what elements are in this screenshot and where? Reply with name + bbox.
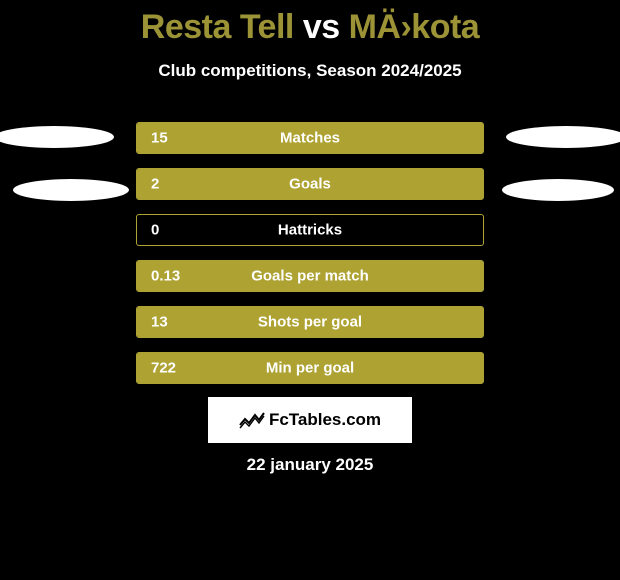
subtitle: Club competitions, Season 2024/2025	[0, 61, 620, 81]
player1-name: Resta Tell	[141, 8, 294, 46]
waves-icon	[239, 411, 265, 429]
decor-ellipse-right-1	[506, 126, 620, 148]
decor-ellipse-left-2	[13, 179, 129, 201]
stat-row: 0.13 Goals per match	[136, 260, 484, 292]
stat-row: 15 Matches	[136, 122, 484, 154]
player2-name: MÄ›kota	[349, 8, 480, 46]
stat-row: 0 Hattricks	[136, 214, 484, 246]
stat-label: Shots per goal	[258, 314, 362, 331]
stat-value: 0	[151, 222, 159, 239]
stats-bar-chart: 15 Matches 2 Goals 0 Hattricks 0.13 Goals per m…	[136, 122, 484, 398]
stat-label: Goals	[289, 176, 331, 193]
brand-text: FcTables.com	[269, 410, 381, 430]
stat-label: Matches	[280, 130, 340, 147]
stat-row: 13 Shots per goal	[136, 306, 484, 338]
versus-text: vs	[303, 8, 340, 46]
footer-date: 22 january 2025	[0, 455, 620, 475]
page-title: Resta Tell vs MÄ›kota	[0, 0, 620, 47]
decor-ellipse-right-2	[502, 179, 614, 201]
stat-value: 13	[151, 314, 168, 331]
stat-label: Hattricks	[278, 222, 342, 239]
stat-row: 722 Min per goal	[136, 352, 484, 384]
stat-label: Min per goal	[266, 360, 354, 377]
stat-label: Goals per match	[251, 268, 369, 285]
stat-value: 0.13	[151, 268, 180, 285]
stat-row: 2 Goals	[136, 168, 484, 200]
stat-value: 2	[151, 176, 159, 193]
decor-ellipse-left-1	[0, 126, 114, 148]
stat-value: 722	[151, 360, 176, 377]
brand-badge: FcTables.com	[208, 397, 412, 443]
stat-value: 15	[151, 130, 168, 147]
